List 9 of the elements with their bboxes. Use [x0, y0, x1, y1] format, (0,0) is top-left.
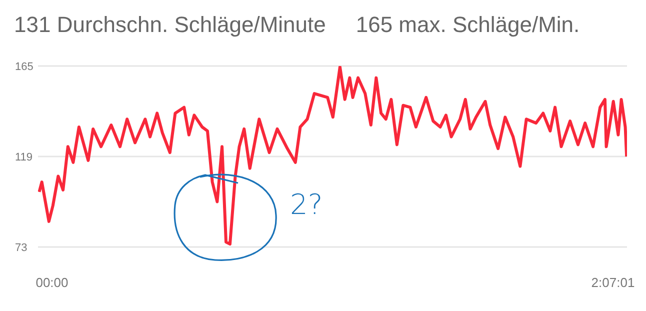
chart-title: 131 Durchschn. Schläge/Minute	[14, 12, 326, 37]
x-tick-label: 00:00	[36, 275, 68, 290]
x-tick-label: 2:07:01	[591, 275, 635, 290]
chart-subtitle: 165 max. Schläge/Min.	[356, 12, 580, 37]
y-tick-label: 165	[15, 61, 34, 73]
line-series	[38, 66, 627, 246]
y-tick-label: 119	[15, 152, 33, 164]
y-tick-label: 73	[15, 242, 28, 254]
annotation: 2?	[290, 188, 323, 221]
